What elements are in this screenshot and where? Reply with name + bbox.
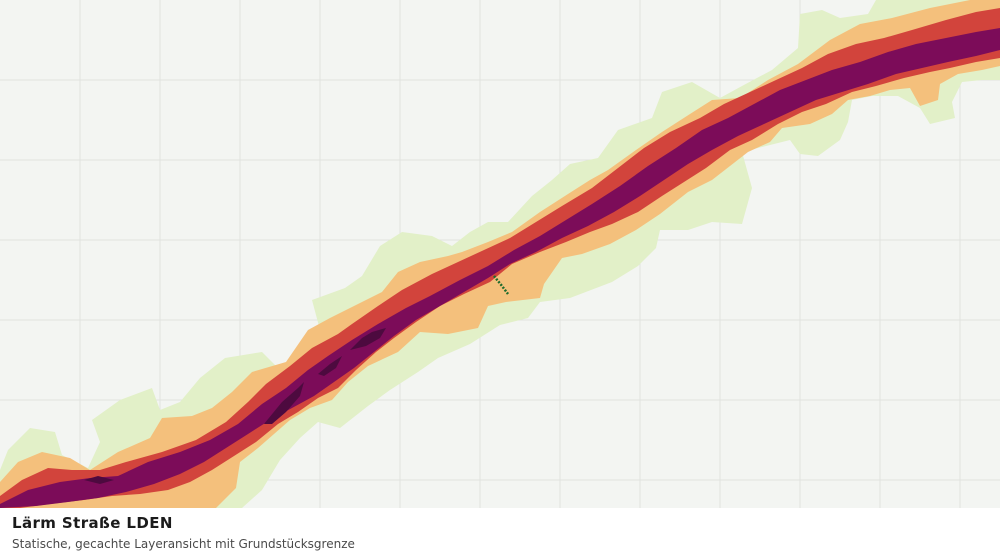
noise-map[interactable] [0, 0, 1000, 508]
map-viewport[interactable] [0, 0, 1000, 508]
layer-title: Lärm Straße LDEN [12, 514, 173, 532]
layer-caption: Lärm Straße LDEN Statische, gecachte Lay… [0, 508, 1000, 560]
noise-zone-medium [0, 8, 1000, 508]
layer-subtitle: Statische, gecachte Layeransicht mit Gru… [12, 537, 355, 551]
noise-zone-peak-2 [318, 356, 342, 376]
noise-zone-high [0, 28, 1000, 508]
parcel-boundary[interactable] [493, 275, 509, 295]
noise-zone-peak-3 [350, 328, 386, 350]
noise-zone-peak-4 [84, 476, 114, 484]
noise-zone-peak-1 [264, 382, 304, 424]
